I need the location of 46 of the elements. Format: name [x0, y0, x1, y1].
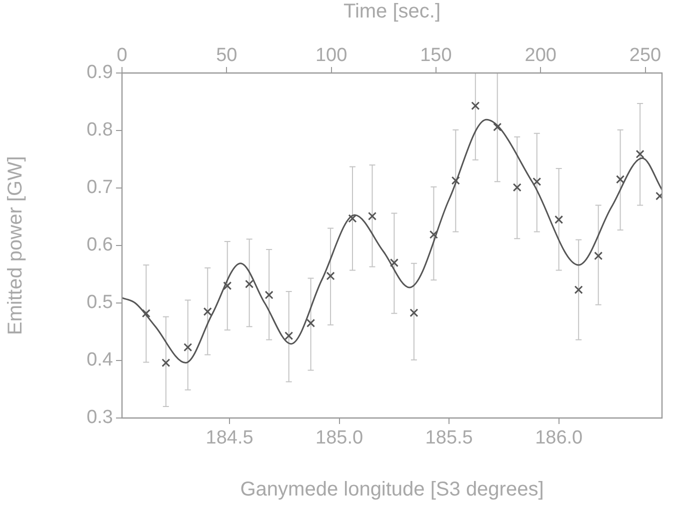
x2-tick-label: 0 [116, 44, 128, 66]
x-axis-title: Ganymede longitude [S3 degrees] [240, 478, 544, 501]
point [574, 285, 583, 294]
point [368, 212, 377, 220]
point [451, 176, 460, 185]
point [203, 307, 212, 316]
point [616, 175, 625, 184]
point [471, 101, 480, 110]
y-tick-label: 0.9 [86, 62, 113, 84]
point [264, 290, 274, 300]
point [284, 331, 294, 340]
line-series [122, 118, 662, 364]
point [326, 272, 335, 280]
y-tick-label: 0.7 [86, 177, 113, 198]
point [223, 281, 232, 290]
point [493, 122, 502, 132]
x-tick-label: 185.0 [316, 428, 364, 449]
point [554, 215, 564, 224]
x2-tick-label: 250 [629, 44, 662, 66]
point [594, 252, 603, 260]
y-tick-label: 0.6 [86, 234, 113, 256]
x-tick-label: 184.5 [206, 428, 254, 449]
point [162, 358, 170, 368]
y-tick-label: 0.5 [86, 292, 113, 314]
point [512, 183, 522, 192]
point [390, 258, 398, 268]
point [348, 214, 357, 223]
y-tick-label: 0.3 [86, 407, 113, 428]
x2-tick-label: 150 [420, 44, 452, 66]
point [429, 230, 438, 239]
y-tick-label: 0.4 [86, 350, 114, 371]
point [306, 318, 316, 328]
x-tick-label: 185.5 [425, 428, 473, 449]
y-axis-title: Emitted power [GW] [4, 156, 27, 335]
x2-tick-label: 50 [216, 44, 238, 66]
x2-tick-label: 100 [315, 44, 348, 66]
point [184, 342, 192, 352]
y-tick-label: 0.8 [86, 120, 113, 141]
point [142, 309, 150, 318]
point [636, 150, 644, 158]
point [245, 280, 254, 288]
x2-axis-title: Time [sec.] [343, 0, 441, 23]
x-tick-label: 186.0 [535, 428, 583, 449]
point [532, 177, 542, 186]
point [410, 308, 418, 318]
x2-tick-label: 200 [524, 44, 556, 66]
